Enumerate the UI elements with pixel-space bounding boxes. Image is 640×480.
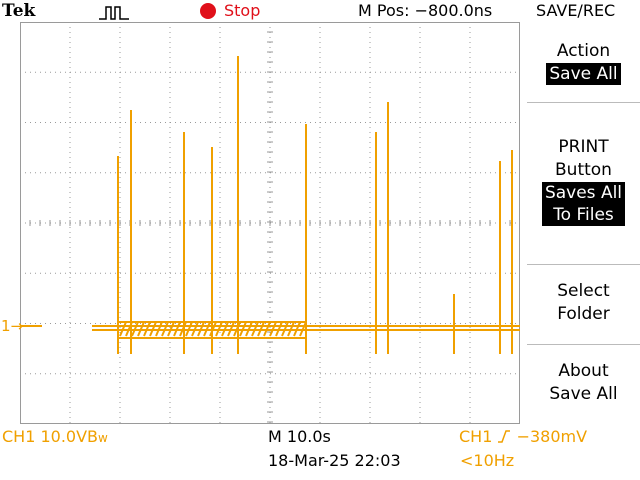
menu-action[interactable]: Action Save All [527,40,640,86]
date-time-readout: 18-Mar-25 22:03 [268,451,401,470]
horizontal-position-readout: M Pos: −800.0ns [358,1,493,20]
rising-edge-icon [498,430,511,443]
menu-print-button[interactable]: PRINT Button Saves All To Files [527,136,640,227]
waveform-display[interactable] [19,21,521,424]
acquisition-status: Stop [224,1,261,20]
side-menu: Action Save All PRINT Button Saves All T… [527,22,640,426]
ch1-trace [20,56,520,354]
timebase-readout: M 10.0s [268,427,331,446]
bandwidth-limit-mark: w [98,431,108,445]
menu-action-label: Action [556,41,611,61]
menu-action-value: Save All [546,63,621,85]
trigger-channel: CH1 [459,427,493,446]
trigger-readout: CH1 −380mV [459,427,587,447]
menu-title: SAVE/REC [536,1,616,20]
ch1-level-marker: 1→ [1,317,24,335]
ch1-scale-value: CH1 10.0VB [2,427,99,446]
menu-about-save-all[interactable]: About Save All [549,361,618,404]
trigger-level: −380mV [516,427,588,446]
stop-indicator-icon [200,3,216,19]
pulse-waveform-icon [99,6,129,20]
menu-print-label: PRINT Button [555,137,612,180]
graticule [19,21,521,424]
menu-print-value: Saves All To Files [541,182,626,226]
menu-select-folder[interactable]: Select Folder [557,281,610,324]
trigger-frequency: <10Hz [460,451,515,470]
ch1-scale-readout: CH1 10.0VBw [2,427,108,448]
brand-logo: Tek [2,1,36,21]
